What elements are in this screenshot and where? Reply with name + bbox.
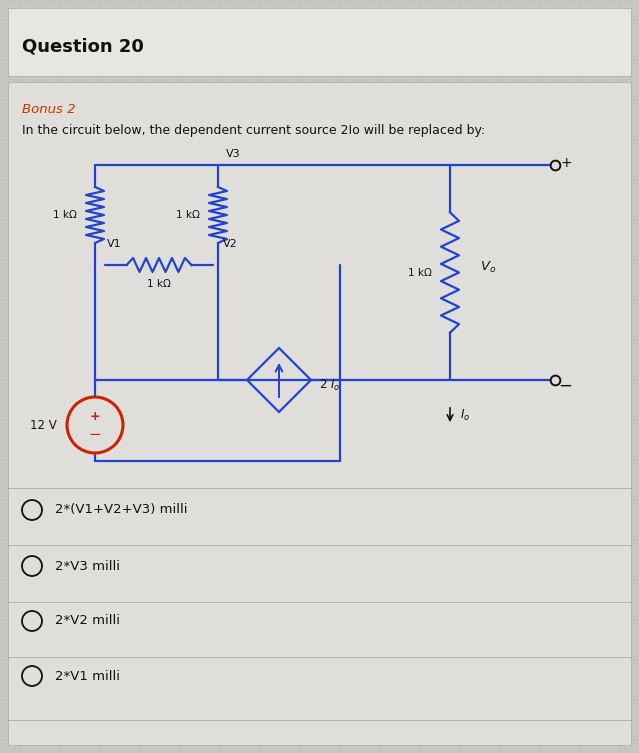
Text: 12 V: 12 V [30,419,57,431]
Text: +: + [89,410,100,422]
Text: −: − [89,426,102,441]
Text: 1 kΩ: 1 kΩ [176,210,200,220]
Text: V2: V2 [223,239,238,249]
Text: 1 kΩ: 1 kΩ [147,279,171,289]
Text: 2*V2 milli: 2*V2 milli [55,614,120,627]
Text: −: − [558,377,572,395]
Text: $V_o$: $V_o$ [480,260,497,275]
Text: $I_o$: $I_o$ [460,407,470,422]
Text: V1: V1 [107,239,121,249]
Text: Bonus 2: Bonus 2 [22,103,75,116]
Text: In the circuit below, the dependent current source 2Io will be replaced by:: In the circuit below, the dependent curr… [22,124,485,137]
Text: 2*(V1+V2+V3) milli: 2*(V1+V2+V3) milli [55,504,187,517]
FancyBboxPatch shape [8,8,631,76]
FancyBboxPatch shape [8,82,631,745]
Text: 2*V1 milli: 2*V1 milli [55,669,120,682]
Text: 1 kΩ: 1 kΩ [53,210,77,220]
Text: 2 $I_o$: 2 $I_o$ [319,377,341,392]
Text: V3: V3 [226,149,241,159]
Text: 2*V3 milli: 2*V3 milli [55,559,120,572]
Text: +: + [560,156,572,170]
Text: Question 20: Question 20 [22,37,144,55]
Text: 1 kΩ: 1 kΩ [408,267,432,278]
